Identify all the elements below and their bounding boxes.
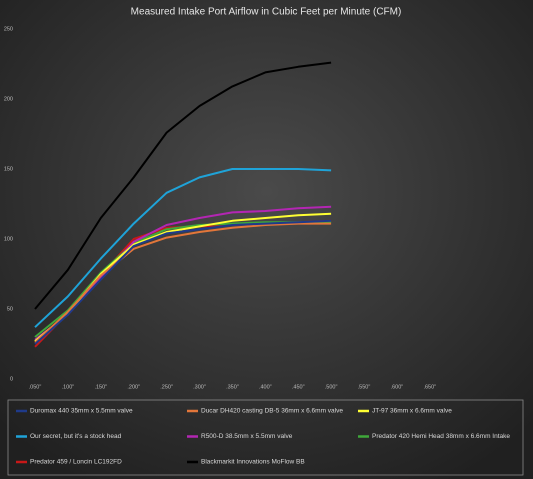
- x-tick-label: .100": [62, 384, 75, 390]
- series-line: [34, 222, 332, 344]
- x-tick-label: .050": [29, 384, 42, 390]
- chart-title: Measured Intake Port Airflow in Cubic Fe…: [131, 7, 402, 18]
- legend-box: [7, 399, 524, 476]
- x-tick-label: .600": [391, 384, 404, 390]
- x-tick-label: .200": [127, 384, 140, 390]
- x-tick-label: .550": [358, 384, 371, 390]
- y-tick-label: 100: [4, 236, 13, 242]
- y-tick-label: 150: [4, 166, 13, 172]
- legend-label: Ducar DH420 casting DB-5 36mm x 6.6mm va…: [201, 408, 343, 415]
- series-line: [34, 61, 332, 310]
- x-tick-label: .650": [423, 384, 436, 390]
- x-tick-label: .250": [160, 384, 173, 390]
- y-tick-label: 250: [4, 26, 13, 32]
- legend-label: JT-97 36mm x 6.6mm valve: [372, 408, 452, 415]
- legend-label: Duromax 440 35mm x 5.5mm valve: [30, 408, 133, 415]
- legend-label: Predator 459 / Loncin LC192FD: [30, 459, 122, 466]
- legend-label: Predator 420 Hemi Head 38mm x 6.6mm Inta…: [372, 433, 510, 440]
- x-tick-label: .350": [226, 384, 239, 390]
- legend-label: Blackmarkit Innovations MoFlow BB: [201, 459, 305, 466]
- x-tick-label: .450": [292, 384, 305, 390]
- y-tick-label: 0: [10, 376, 13, 382]
- legend-label: R500-D 38.5mm x 5.5mm valve: [201, 433, 293, 440]
- x-tick-label: .400": [259, 384, 272, 390]
- x-tick-label: .300": [193, 384, 206, 390]
- x-tick-label: .500": [325, 384, 338, 390]
- series-line: [34, 219, 332, 345]
- y-tick-label: 200: [4, 96, 13, 102]
- x-tick-label: .150": [94, 384, 107, 390]
- y-tick-label: 50: [7, 306, 13, 312]
- series-line: [34, 168, 332, 328]
- legend-label: Our secret, but it's a stock head: [30, 433, 122, 440]
